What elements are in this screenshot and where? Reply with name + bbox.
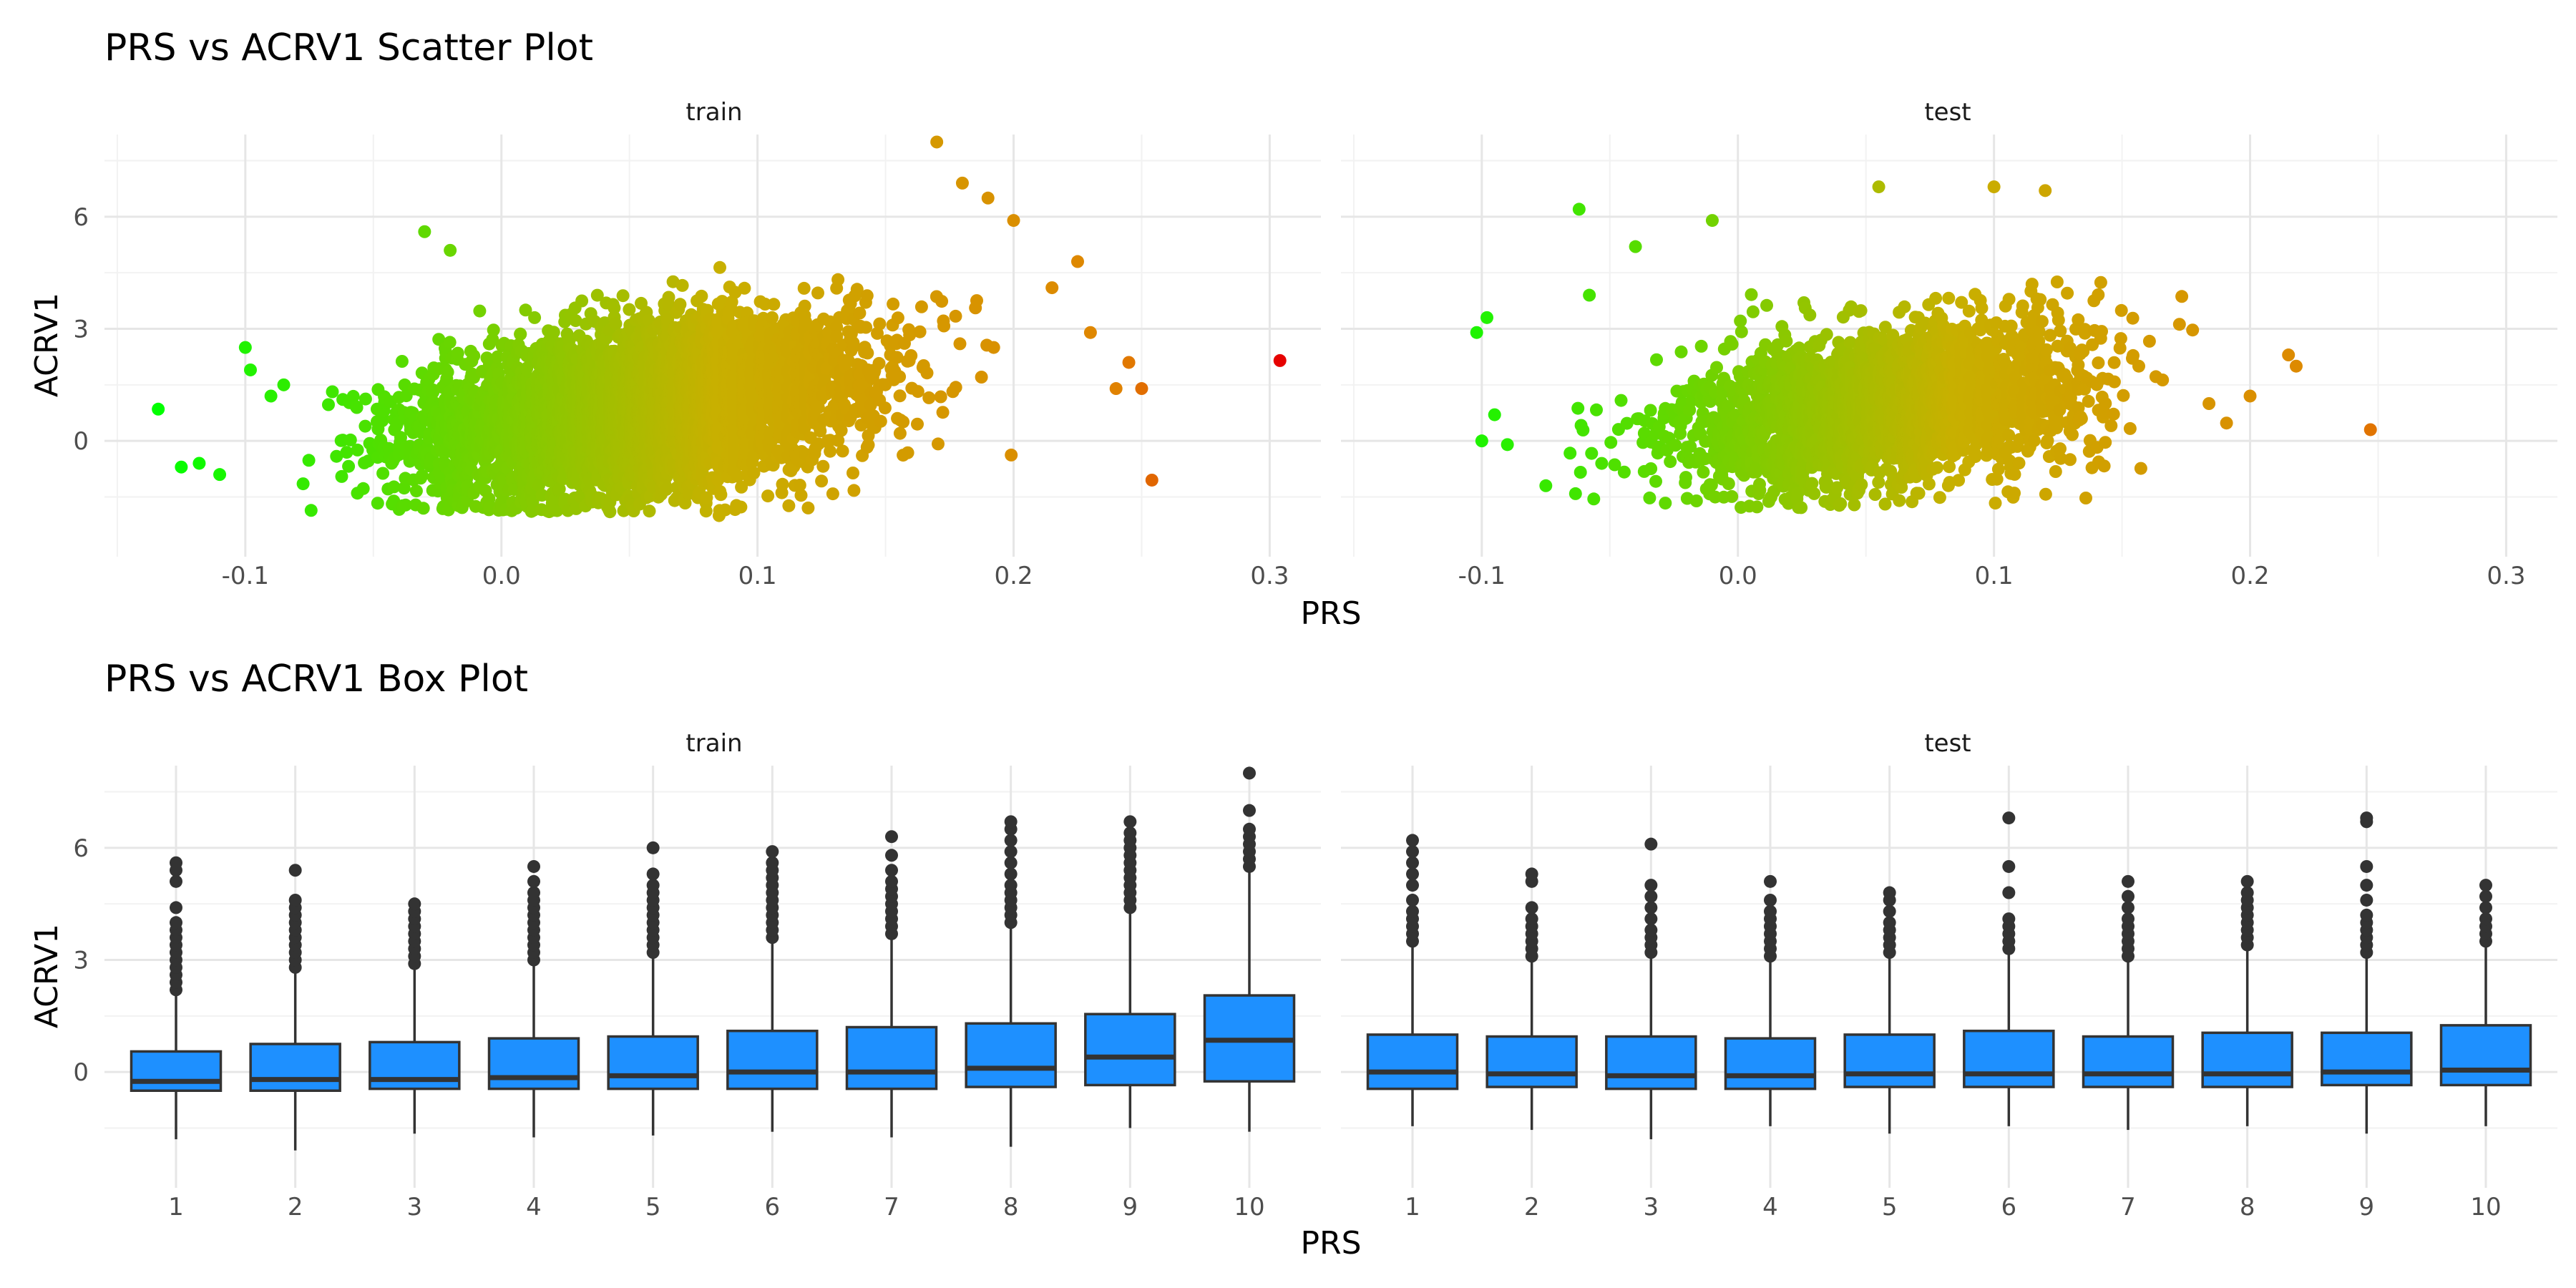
scatter-point — [616, 289, 630, 303]
scatter-point — [798, 299, 811, 313]
scatter-point — [330, 449, 343, 463]
scatter-point — [609, 317, 623, 331]
scatter-point — [416, 469, 429, 482]
scatter-point — [767, 298, 781, 311]
scatter-point — [487, 323, 500, 337]
scatter-point — [399, 498, 412, 512]
scatter-point — [608, 301, 621, 315]
scatter-chart: PRS vs ACRV1 Scatter Plot train test -0.… — [29, 26, 2557, 632]
scatter-point — [356, 482, 370, 495]
scatter-point — [358, 392, 372, 406]
x-tick-label: 0.1 — [738, 562, 777, 590]
scatter-point — [346, 389, 360, 403]
scatter-point — [695, 289, 708, 303]
scatter-point-cloud — [296, 260, 1018, 519]
scatter-point — [660, 483, 673, 497]
scatter-point — [409, 484, 423, 498]
scatter-point — [603, 505, 617, 519]
x-tick-label: -0.1 — [222, 562, 269, 590]
scatter-point — [342, 459, 356, 473]
scatter-point — [486, 333, 499, 346]
scatter-point — [441, 366, 454, 379]
scatter-panel-train: -0.1 0.0 0.1 0.2 0.3 — [104, 135, 1321, 590]
scatter-point — [371, 497, 384, 510]
scatter-point — [519, 303, 532, 317]
scatter-point — [776, 477, 789, 491]
x-tick-label: 0.3 — [1250, 562, 1289, 590]
scatter-point — [532, 479, 545, 492]
scatter-point — [387, 480, 401, 494]
x-tick-label: 0.0 — [482, 562, 521, 590]
scatter-point — [675, 278, 689, 292]
scatter-point — [473, 304, 487, 318]
scatter-point — [335, 469, 348, 483]
scatter-point — [296, 477, 310, 491]
scatter-point — [714, 488, 728, 502]
scatter-point — [738, 281, 751, 295]
scatter-point — [575, 294, 589, 308]
scatter-strip-train: train — [686, 98, 742, 127]
scatter-point — [351, 443, 364, 457]
scatter-title: PRS vs ACRV1 Scatter Plot — [104, 26, 593, 69]
scatter-point — [713, 260, 726, 274]
scatter-point — [801, 501, 815, 514]
scatter-point — [350, 401, 364, 414]
scatter-point — [467, 349, 481, 363]
scatter-point — [326, 385, 339, 399]
scatter-strip-test: test — [1924, 98, 1971, 127]
scatter-point — [528, 311, 542, 324]
scatter-point — [590, 288, 604, 302]
scatter-point — [673, 298, 687, 311]
scatter-point — [397, 482, 411, 495]
scatter-point — [569, 314, 582, 328]
scatter-point — [302, 454, 316, 467]
scatter-point — [395, 355, 409, 368]
scatter-point — [766, 311, 779, 324]
scatter-point — [451, 346, 464, 360]
scatter-point — [552, 482, 566, 496]
x-tick-label: 0.2 — [994, 562, 1033, 590]
scatter-point — [416, 502, 430, 515]
scatter-point — [662, 291, 675, 304]
scatter-point — [734, 500, 748, 514]
scatter-point — [343, 433, 357, 447]
scatter-point — [794, 489, 808, 502]
scatter-point — [761, 489, 775, 503]
scatter-point — [358, 419, 372, 433]
scatter-point — [304, 504, 318, 517]
scatter-point — [782, 499, 796, 512]
scatter-point — [811, 286, 824, 300]
scatter-point — [398, 378, 411, 391]
scatter-point — [443, 336, 457, 349]
scatter-point — [340, 446, 353, 459]
scatter-point — [322, 398, 335, 411]
scatter-point — [376, 467, 390, 480]
scatter-point — [797, 281, 811, 295]
scatter-point — [643, 504, 656, 518]
scatter-point — [547, 326, 560, 339]
scatter-point — [699, 504, 713, 518]
scatter-point — [432, 333, 446, 346]
scatter-point — [491, 350, 504, 364]
scatter-point — [514, 328, 527, 341]
